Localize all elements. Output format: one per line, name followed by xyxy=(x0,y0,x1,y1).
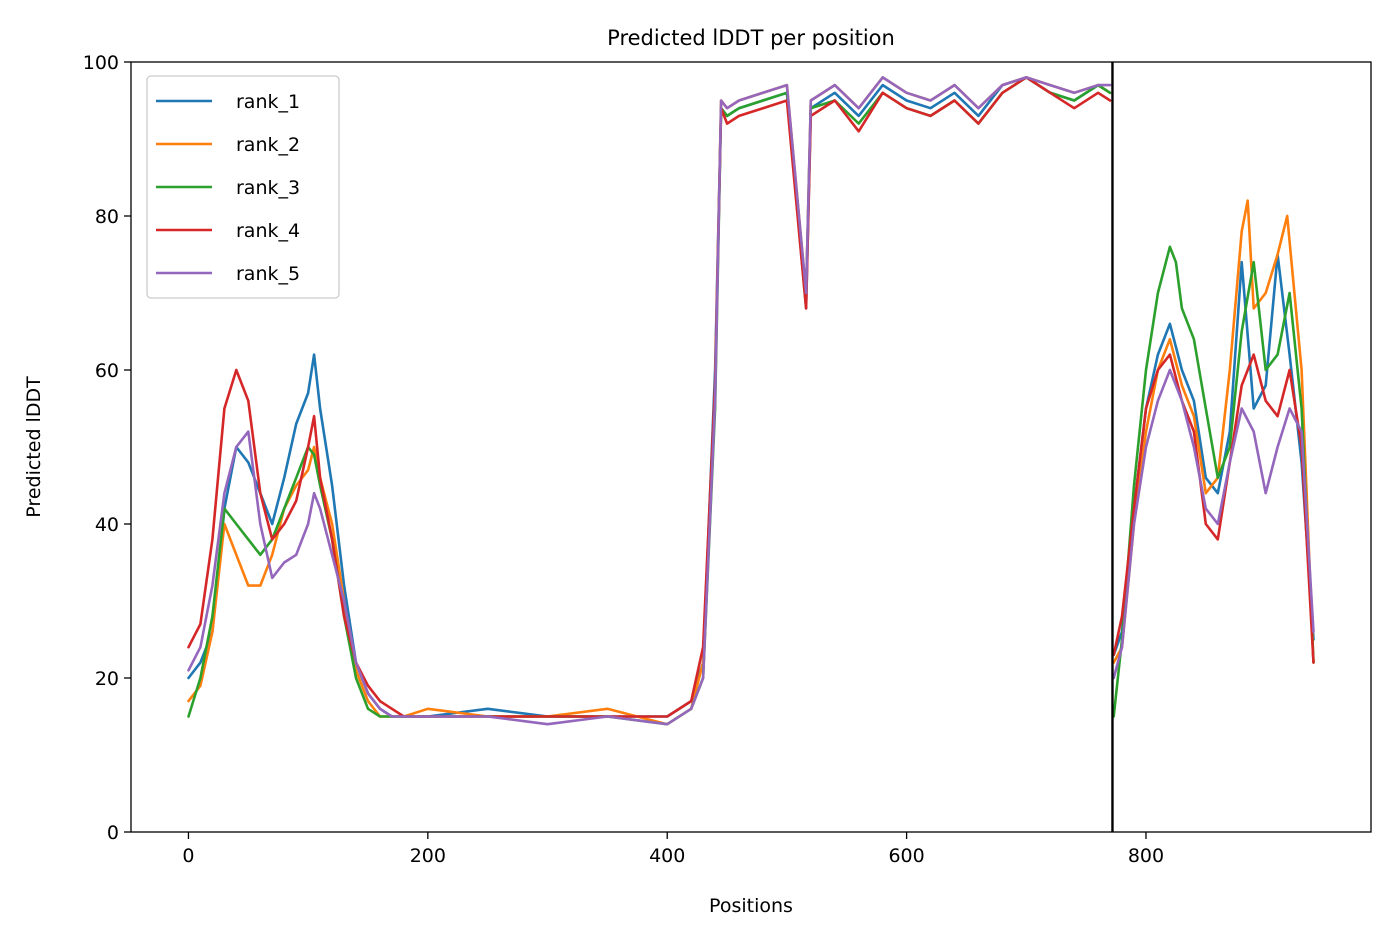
x-tick-label-0: 0 xyxy=(182,845,194,867)
legend-label-rank_3: rank_3 xyxy=(236,177,300,199)
x-tick-label-400: 400 xyxy=(649,845,685,867)
series-line-rank_5-segment-2 xyxy=(1112,368,1315,680)
legend-label-rank_2: rank_2 xyxy=(236,134,300,156)
series-line-rank_3-segment-2 xyxy=(1112,245,1315,718)
y-tick-label-20: 20 xyxy=(95,668,119,690)
x-tick-label-800: 800 xyxy=(1128,845,1164,867)
y-tick-label-60: 60 xyxy=(95,360,119,382)
legend-label-rank_4: rank_4 xyxy=(236,220,300,242)
series-line-rank_4-segment-2 xyxy=(1112,353,1315,664)
y-axis-label: Predicted lDDT xyxy=(23,376,45,518)
axes-layer: 0 200 400 600 800 0 20 40 60 80 100 xyxy=(83,52,1164,867)
series-line-rank_5-segment-1 xyxy=(187,76,1112,726)
x-axis-label: Positions xyxy=(709,895,793,917)
y-tick-label-80: 80 xyxy=(95,206,119,228)
x-tick-label-600: 600 xyxy=(888,845,924,867)
y-tick-label-40: 40 xyxy=(95,514,119,536)
legend-label-rank_1: rank_1 xyxy=(236,91,300,113)
legend: rank_1 rank_2 rank_3 rank_4 rank_5 xyxy=(146,75,340,299)
legend-items: rank_1 rank_2 rank_3 rank_4 rank_5 xyxy=(156,91,300,285)
y-tick-label-0: 0 xyxy=(107,822,119,844)
series-layer xyxy=(187,76,1315,726)
y-tick-label-100: 100 xyxy=(83,52,119,74)
legend-box xyxy=(146,75,340,299)
chart-title: Predicted lDDT per position xyxy=(607,26,895,50)
x-tick-label-200: 200 xyxy=(410,845,446,867)
legend-label-rank_5: rank_5 xyxy=(236,263,300,285)
plot-frame xyxy=(130,61,1372,833)
